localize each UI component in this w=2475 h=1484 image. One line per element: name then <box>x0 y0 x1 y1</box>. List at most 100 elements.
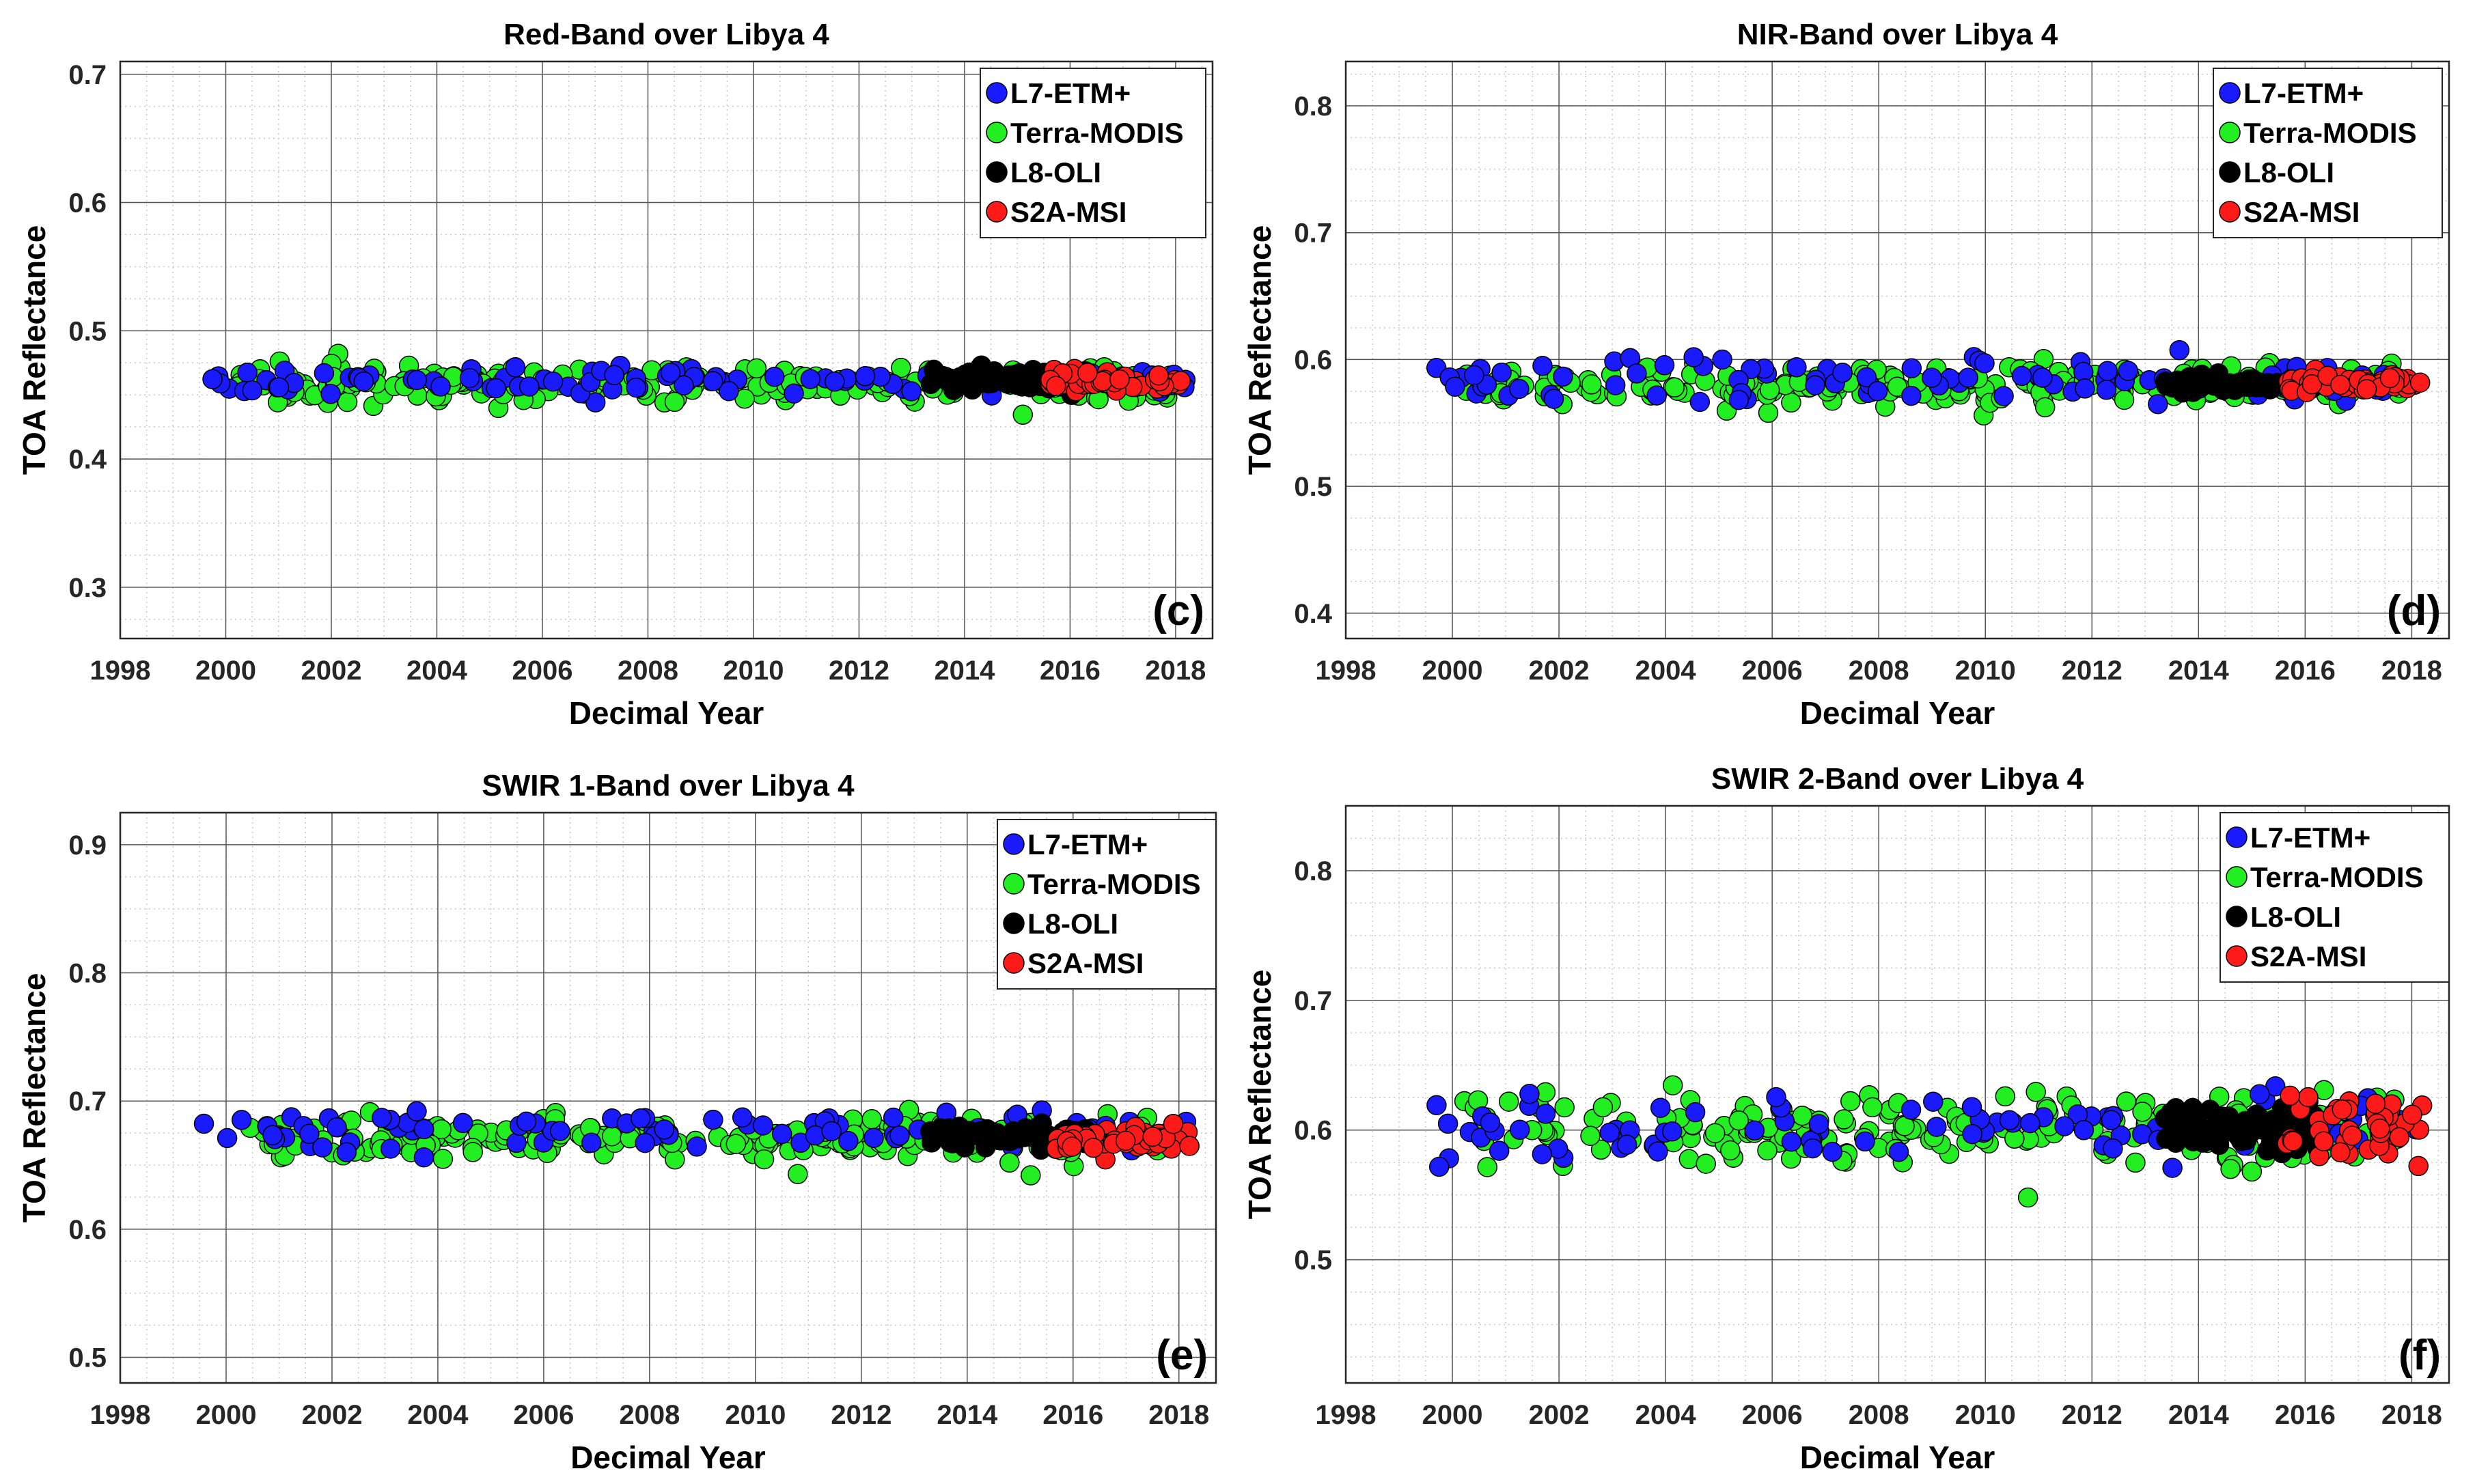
chart-panel: 1998 2000 2002 2004 2006 2008 2010 2012 2014 2016… <box>16 769 1217 1475</box>
data-point <box>725 1134 747 1154</box>
data-point <box>602 1126 622 1147</box>
data-point <box>2254 1119 2275 1140</box>
data-point <box>1599 1122 1620 1143</box>
data-point <box>764 367 785 387</box>
legend-entry-label: S2A-MSI <box>1027 947 1144 979</box>
data-point <box>2206 1125 2226 1146</box>
data-point <box>1592 1097 1614 1118</box>
data-point <box>336 1142 357 1162</box>
x-tick-label: 2006 <box>513 1400 574 1430</box>
data-point <box>550 1121 570 1141</box>
data-point <box>1509 378 1530 400</box>
data-point <box>1553 366 1573 387</box>
data-point <box>821 1121 842 1142</box>
y-tick-label: 0.8 <box>1294 856 1332 886</box>
data-point <box>1728 389 1750 410</box>
data-point <box>1509 1119 1530 1140</box>
data-point <box>2280 1085 2300 1106</box>
y-tick-label: 0.4 <box>1294 599 1332 629</box>
data-point <box>2330 1142 2351 1162</box>
data-point <box>1109 369 1130 390</box>
data-point <box>299 1123 320 1145</box>
y-tick-label: 0.3 <box>68 573 107 603</box>
data-point <box>1648 1141 1668 1162</box>
x-tick-label: 2016 <box>1040 656 1101 686</box>
x-tick-label: 1998 <box>1316 656 1377 686</box>
legend-entry-label: L8-OLI <box>2250 901 2341 933</box>
x-tick-label: 2018 <box>2381 656 2442 686</box>
x-tick-label: 2018 <box>1148 1400 1209 1430</box>
data-point <box>462 1142 483 1162</box>
x-tick-label: 2014 <box>2168 1400 2230 1430</box>
data-point <box>231 1110 252 1130</box>
data-point <box>1922 367 1942 388</box>
x-tick-label: 2008 <box>1849 1400 1909 1430</box>
data-point <box>581 1132 602 1153</box>
data-point <box>1704 1123 1726 1143</box>
y-tick-label: 0.6 <box>1294 1116 1332 1146</box>
x-tick-label: 1998 <box>90 1400 151 1430</box>
data-point <box>1532 355 1553 376</box>
data-point <box>991 1128 1011 1149</box>
data-point <box>702 371 723 391</box>
legend-marker <box>986 122 1008 143</box>
data-point <box>719 380 739 402</box>
data-point <box>825 372 845 392</box>
y-axis-label: TOA Reflectance <box>1242 225 1277 475</box>
legend-entry-label: Terra-MODIS <box>1010 117 1184 149</box>
data-point <box>1115 1130 1136 1151</box>
data-point <box>1786 357 1807 378</box>
data-point <box>1766 1087 1786 1108</box>
x-tick-label: 2006 <box>1742 1400 1803 1430</box>
legend-marker <box>2226 826 2248 848</box>
data-point <box>2298 1087 2319 1108</box>
data-point <box>2103 1138 2123 1159</box>
legend-marker <box>2219 82 2241 104</box>
legend-marker <box>986 82 1008 104</box>
data-point <box>372 1108 392 1128</box>
data-point <box>1822 1141 1842 1162</box>
data-point <box>2132 1102 2153 1122</box>
data-point <box>1923 1091 1944 1112</box>
data-point <box>1580 1125 1601 1146</box>
data-point <box>585 392 606 412</box>
data-point <box>432 1149 454 1169</box>
data-point <box>516 1111 537 1132</box>
y-tick-label: 0.7 <box>1294 219 1332 249</box>
data-point <box>1926 1117 1947 1137</box>
data-point <box>1995 1086 2016 1107</box>
x-tick-label: 2000 <box>195 1400 256 1430</box>
legend-entry-label: L7-ETM+ <box>1027 828 1148 860</box>
x-tick-label: 2012 <box>829 656 889 686</box>
x-tick-label: 2004 <box>1635 656 1697 686</box>
data-point <box>2167 1106 2187 1128</box>
legend-entry-label: Terra-MODIS <box>2250 861 2424 893</box>
data-point <box>2194 374 2215 395</box>
y-tick-label: 0.9 <box>68 830 107 860</box>
data-point <box>312 1137 333 1158</box>
data-point <box>1712 349 1732 370</box>
x-tick-label: 2004 <box>407 1400 469 1430</box>
data-point <box>406 1101 427 1122</box>
data-point <box>268 377 290 397</box>
data-point <box>1464 365 1484 386</box>
legend-box <box>980 68 1206 238</box>
data-point <box>1758 402 1779 423</box>
data-point <box>459 367 480 389</box>
data-point <box>1840 1091 1861 1112</box>
data-point <box>2332 1099 2353 1120</box>
legend-marker <box>2226 906 2248 927</box>
data-point <box>2011 365 2032 387</box>
data-point <box>506 1132 527 1153</box>
data-point <box>2169 339 2190 361</box>
x-axis-label: Decimal Year <box>570 1440 766 1475</box>
data-point <box>1901 385 1922 406</box>
chart-panel: 1998 2000 2002 2004 2006 2008 2010 2012 2014 2016… <box>1242 18 2450 731</box>
legend-entry-label: S2A-MSI <box>2250 940 2366 972</box>
data-point <box>2148 393 2168 415</box>
chart-title: SWIR 1-Band over Libya 4 <box>482 769 855 802</box>
data-point <box>2125 1152 2146 1173</box>
data-point <box>2356 379 2377 400</box>
data-point <box>973 372 994 393</box>
